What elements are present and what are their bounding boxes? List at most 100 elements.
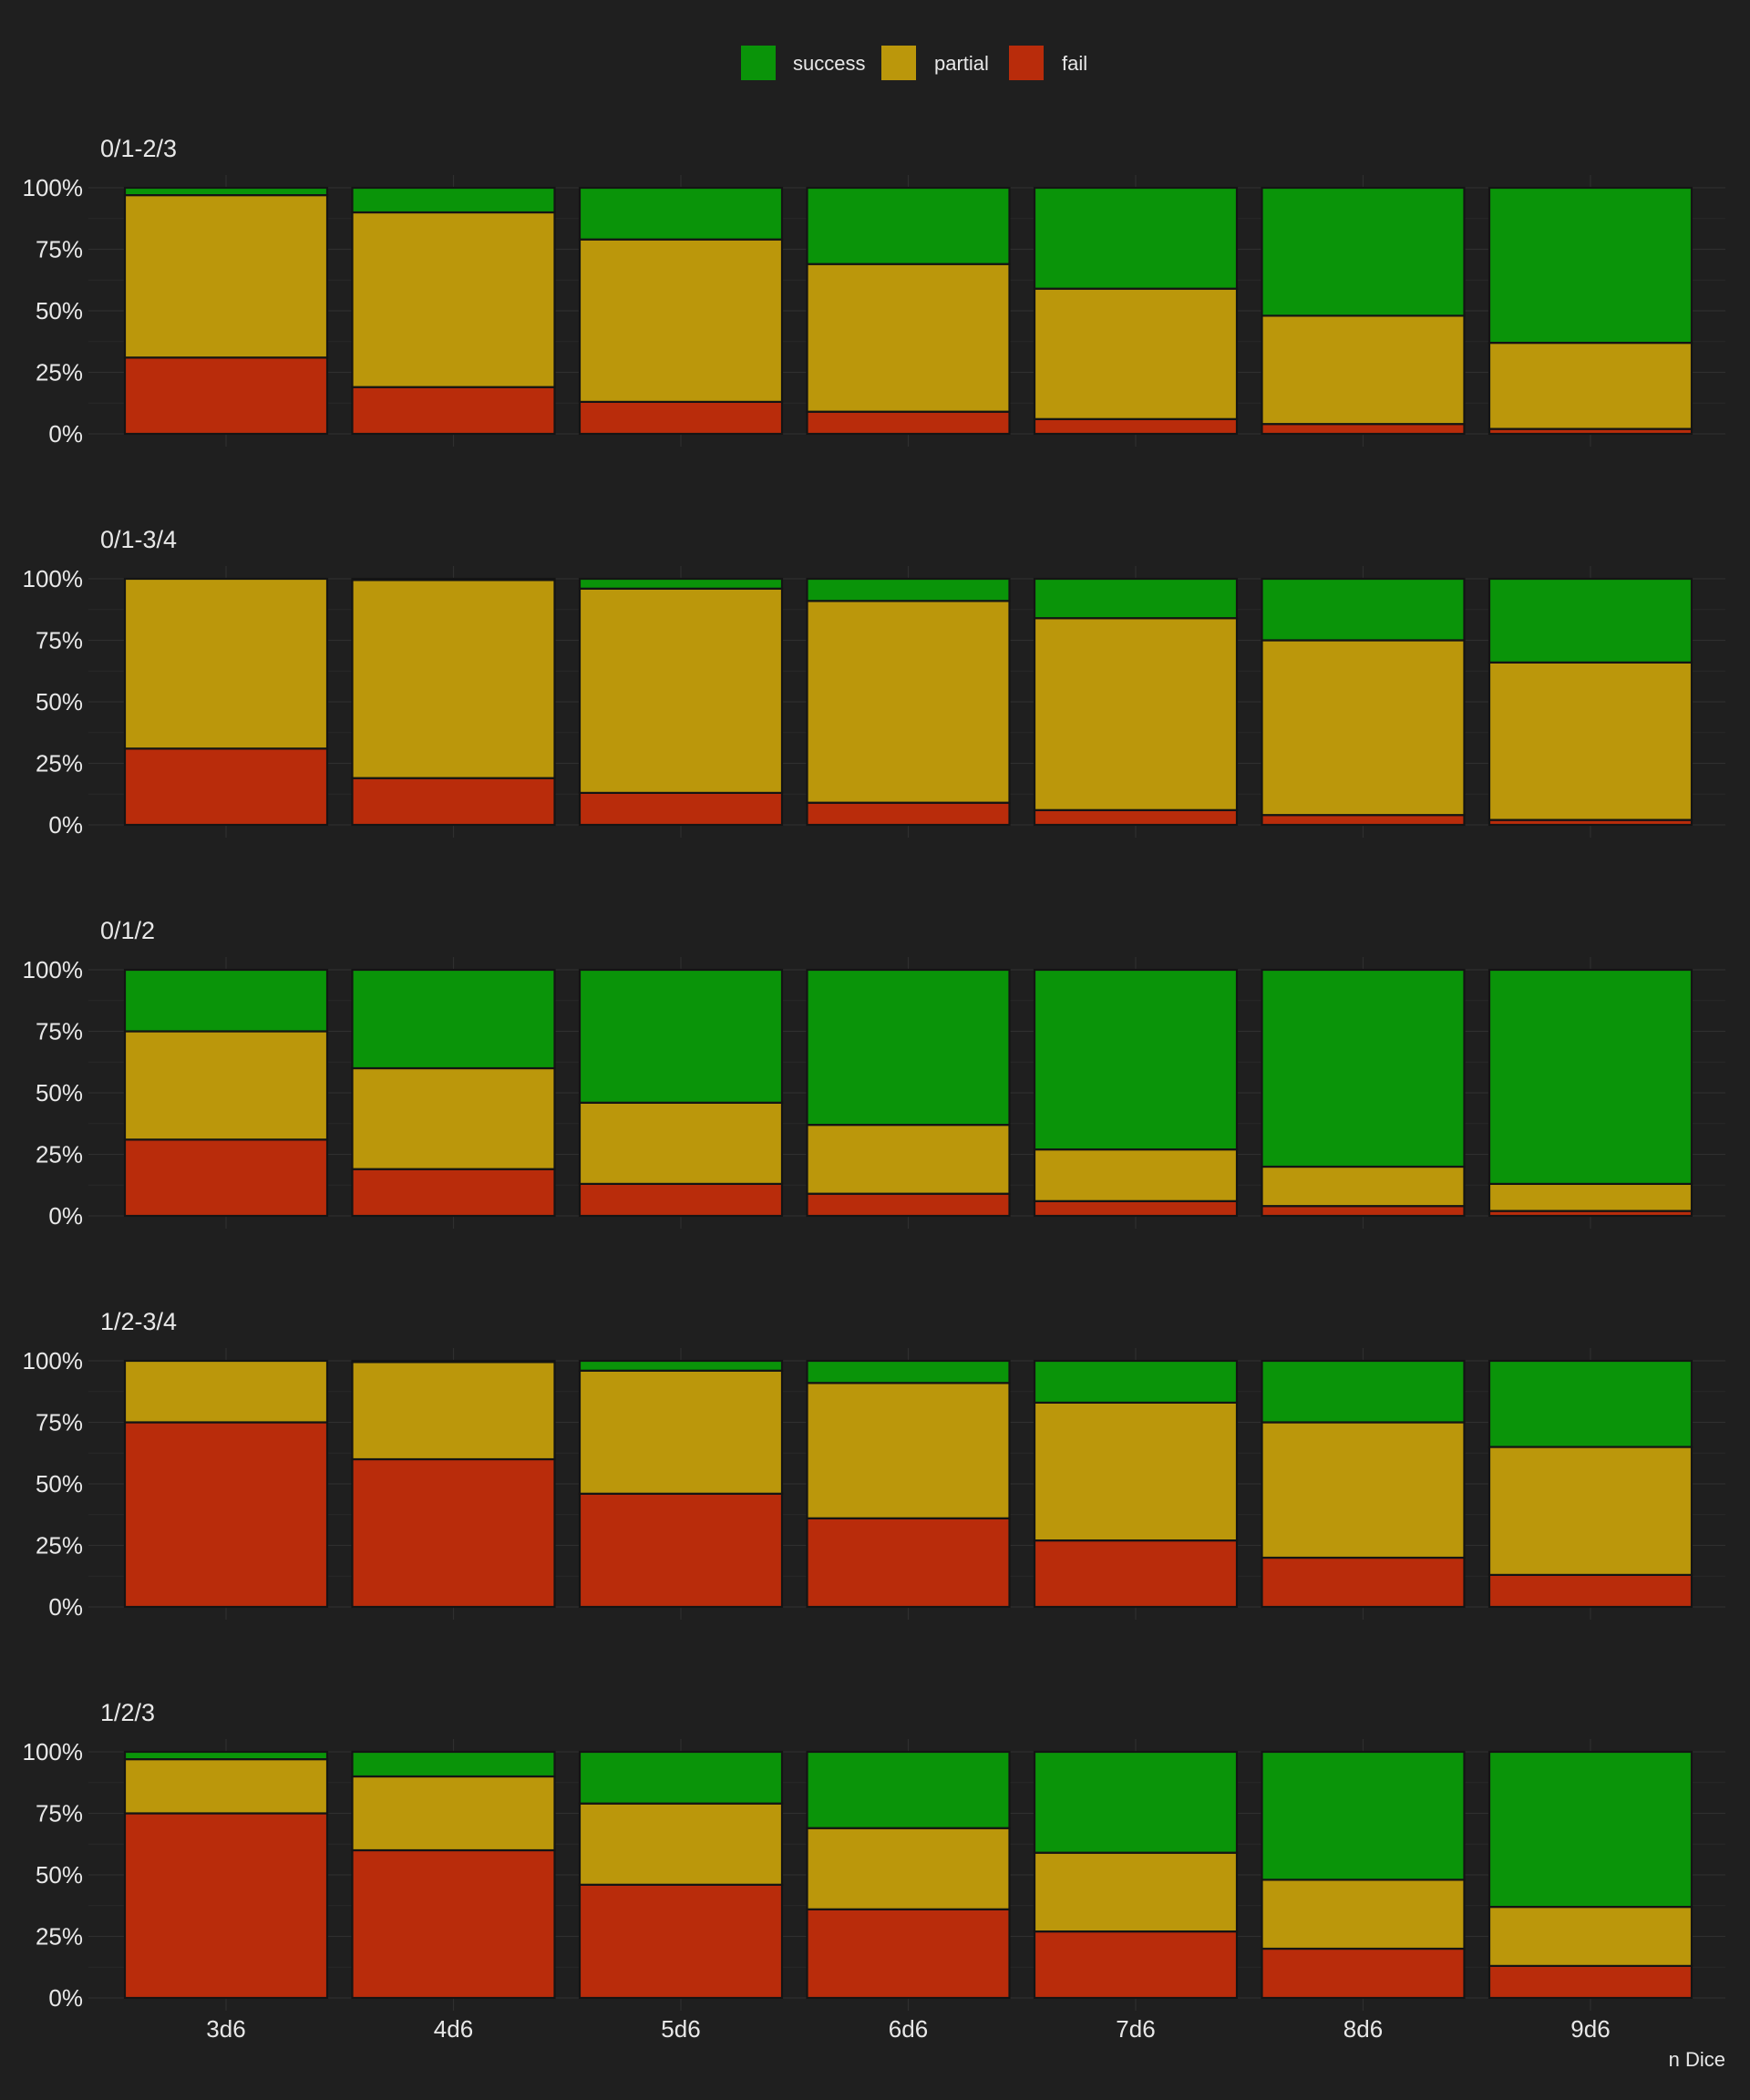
- bar-success-7d6: [1033, 968, 1239, 1151]
- panel-title: 0/1/2: [100, 917, 155, 944]
- bar-partial-4d6: [351, 211, 556, 388]
- bar-fail-4d6: [351, 777, 556, 827]
- bar-fail-9d6: [1488, 1964, 1693, 2000]
- bar-success-4d6: [351, 1359, 556, 1364]
- bar-partial-8d6: [1261, 1165, 1466, 1208]
- bar-partial-8d6: [1261, 314, 1466, 426]
- bar-success-5d6: [578, 968, 784, 1104]
- bar-fail-5d6: [578, 1182, 784, 1218]
- bar-fail-6d6: [806, 410, 1011, 436]
- bar-success-3d6: [123, 1750, 329, 1761]
- bar-partial-8d6: [1261, 639, 1466, 817]
- bar-success-7d6: [1033, 1359, 1239, 1405]
- bar-success-5d6: [578, 577, 784, 590]
- y-tick-label: 25%: [36, 750, 83, 777]
- y-tick-label: 0%: [48, 811, 83, 839]
- bar-success-9d6: [1488, 186, 1693, 345]
- bar-fail-4d6: [351, 386, 556, 436]
- bar-fail-5d6: [578, 1492, 784, 1609]
- bar-partial-5d6: [578, 238, 784, 404]
- bar-partial-3d6: [123, 194, 329, 359]
- bar-partial-7d6: [1033, 287, 1239, 420]
- bar-fail-4d6: [351, 1848, 556, 2000]
- bar-fail-6d6: [806, 1908, 1011, 2000]
- bar-fail-7d6: [1033, 808, 1239, 827]
- bar-success-9d6: [1488, 1750, 1693, 1909]
- bar-fail-5d6: [578, 791, 784, 827]
- bar-fail-3d6: [123, 1812, 329, 2000]
- bar-partial-8d6: [1261, 1879, 1466, 1951]
- bar-fail-8d6: [1261, 1947, 1466, 2000]
- y-tick-label: 100%: [23, 1347, 84, 1374]
- y-tick-label: 75%: [36, 1800, 83, 1827]
- bar-success-3d6: [123, 186, 329, 197]
- bar-partial-5d6: [578, 587, 784, 794]
- bar-success-8d6: [1261, 1750, 1466, 1881]
- bar-fail-6d6: [806, 1192, 1011, 1218]
- legend-key-partial: [881, 46, 916, 80]
- bar-fail-3d6: [123, 1138, 329, 1218]
- y-tick-label: 75%: [36, 1018, 83, 1045]
- y-tick-label: 50%: [36, 1079, 83, 1107]
- bar-success-5d6: [578, 186, 784, 241]
- bar-partial-6d6: [806, 1827, 1011, 1910]
- bar-success-6d6: [806, 186, 1011, 265]
- bar-success-6d6: [806, 1359, 1011, 1385]
- bar-partial-8d6: [1261, 1421, 1466, 1560]
- panel-title: 0/1-2/3: [100, 135, 177, 162]
- bar-success-4d6: [351, 577, 556, 582]
- bar-success-8d6: [1261, 968, 1466, 1168]
- x-tick-label: 3d6: [206, 2015, 245, 2043]
- y-tick-label: 0%: [48, 1593, 83, 1621]
- bar-fail-4d6: [351, 1457, 556, 1609]
- x-tick-label: 8d6: [1343, 2015, 1383, 2043]
- bar-partial-5d6: [578, 1101, 784, 1186]
- bar-partial-6d6: [806, 262, 1011, 413]
- bar-partial-9d6: [1488, 1182, 1693, 1212]
- bar-partial-7d6: [1033, 1851, 1239, 1933]
- legend-key-success: [741, 46, 776, 80]
- bar-fail-7d6: [1033, 417, 1239, 436]
- legend-label-partial: partial: [934, 52, 989, 75]
- bar-partial-6d6: [806, 1123, 1011, 1195]
- y-tick-label: 0%: [48, 1984, 83, 2012]
- bar-partial-5d6: [578, 1802, 784, 1886]
- bar-fail-8d6: [1261, 814, 1466, 827]
- bar-fail-8d6: [1261, 1205, 1466, 1218]
- bar-partial-7d6: [1033, 1148, 1239, 1202]
- bar-success-6d6: [806, 577, 1011, 602]
- bar-fail-7d6: [1033, 1199, 1239, 1218]
- bar-partial-6d6: [806, 600, 1011, 804]
- bar-partial-7d6: [1033, 1401, 1239, 1542]
- bar-success-8d6: [1261, 186, 1466, 317]
- y-tick-label: 100%: [23, 174, 84, 201]
- y-tick-label: 50%: [36, 1861, 83, 1889]
- bar-partial-6d6: [806, 1382, 1011, 1519]
- y-tick-label: 75%: [36, 1409, 83, 1436]
- bar-success-7d6: [1033, 577, 1239, 620]
- legend-key-fail: [1009, 46, 1044, 80]
- bar-fail-3d6: [123, 747, 329, 827]
- bar-partial-9d6: [1488, 661, 1693, 821]
- panel-title: 1/2/3: [100, 1699, 155, 1726]
- panel-2: 0/1-3/4 0% 25% 50% 75% 100%: [23, 526, 1725, 839]
- bar-fail-7d6: [1033, 1930, 1239, 2000]
- bar-fail-9d6: [1488, 1573, 1693, 1609]
- y-tick-label: 25%: [36, 1923, 83, 1951]
- bar-success-6d6: [806, 1750, 1011, 1829]
- y-tick-label: 50%: [36, 297, 83, 324]
- bar-partial-4d6: [351, 1361, 556, 1461]
- panel-1: 0/1-2/3 0% 25% 50% 75% 100%: [23, 135, 1725, 448]
- bar-fail-8d6: [1261, 423, 1466, 436]
- bar-partial-3d6: [123, 1757, 329, 1815]
- y-tick-label: 25%: [36, 359, 83, 386]
- bar-fail-8d6: [1261, 1556, 1466, 1609]
- bar-partial-5d6: [578, 1369, 784, 1495]
- legend-label-success: success: [793, 52, 865, 75]
- bar-partial-3d6: [123, 1359, 329, 1424]
- bar-partial-9d6: [1488, 342, 1693, 430]
- bar-fail-5d6: [578, 1883, 784, 2000]
- y-tick-label: 100%: [23, 1738, 84, 1765]
- bar-partial-4d6: [351, 1066, 556, 1170]
